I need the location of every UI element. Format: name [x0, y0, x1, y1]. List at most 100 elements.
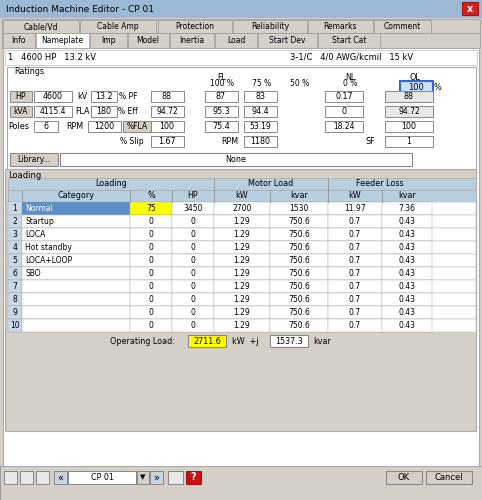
Bar — [374, 20, 431, 33]
Bar — [8, 228, 22, 241]
Bar — [172, 267, 214, 280]
Bar — [400, 81, 433, 93]
Text: 6: 6 — [13, 269, 17, 278]
Text: kVA: kVA — [14, 107, 28, 116]
Bar — [80, 20, 156, 33]
Bar — [8, 241, 476, 254]
Bar — [214, 267, 270, 280]
Bar — [214, 228, 270, 241]
Text: »: » — [153, 472, 159, 482]
Bar — [386, 471, 422, 484]
Bar — [328, 254, 382, 267]
Text: 2711.6: 2711.6 — [193, 336, 221, 345]
Bar — [172, 280, 214, 293]
Text: 0: 0 — [190, 269, 195, 278]
Bar — [318, 33, 380, 48]
Bar — [270, 241, 328, 254]
Bar — [22, 319, 130, 332]
Text: kW  +j: kW +j — [232, 336, 258, 345]
Bar — [68, 471, 136, 484]
Text: 1: 1 — [406, 137, 412, 146]
Bar — [7, 67, 476, 189]
Text: 1.29: 1.29 — [234, 256, 250, 265]
Text: 0: 0 — [148, 217, 153, 226]
Text: 87: 87 — [216, 92, 226, 101]
Text: kvar: kvar — [398, 192, 416, 200]
Bar — [22, 215, 130, 228]
Bar — [22, 228, 130, 241]
Text: 11.97: 11.97 — [344, 204, 366, 213]
Bar — [270, 280, 328, 293]
Text: 0.7: 0.7 — [349, 282, 361, 291]
Bar — [123, 121, 151, 132]
Bar — [385, 136, 433, 147]
Bar — [8, 319, 22, 332]
Text: 0: 0 — [148, 295, 153, 304]
Text: 750.6: 750.6 — [288, 217, 310, 226]
Text: %: % — [147, 192, 155, 200]
Text: 75: 75 — [146, 204, 156, 213]
Bar — [54, 471, 67, 484]
Text: 0: 0 — [148, 321, 153, 330]
Text: Inertia: Inertia — [179, 36, 204, 45]
Text: Motor Load: Motor Load — [248, 180, 294, 188]
Bar — [328, 280, 382, 293]
Text: Start Dev: Start Dev — [269, 36, 305, 45]
Bar — [22, 306, 130, 319]
Text: «: « — [57, 472, 63, 482]
Text: 0.7: 0.7 — [349, 295, 361, 304]
Bar — [5, 50, 477, 65]
Text: x: x — [467, 4, 473, 14]
Bar — [8, 267, 476, 280]
Bar — [8, 202, 22, 215]
Text: 750.6: 750.6 — [288, 256, 310, 265]
Bar — [244, 121, 277, 132]
Bar — [4, 471, 17, 484]
Bar — [91, 106, 117, 117]
Bar — [10, 106, 32, 117]
Bar — [244, 106, 277, 117]
Bar — [172, 293, 214, 306]
Bar — [91, 91, 117, 102]
Bar — [36, 471, 49, 484]
Bar — [328, 267, 382, 280]
Text: 0.43: 0.43 — [399, 243, 415, 252]
Text: 750.6: 750.6 — [288, 295, 310, 304]
Text: 1.29: 1.29 — [234, 230, 250, 239]
Text: None: None — [226, 155, 246, 164]
Text: 4: 4 — [13, 243, 17, 252]
Bar — [328, 293, 382, 306]
Text: 1200: 1200 — [94, 122, 114, 131]
Text: 3450: 3450 — [183, 204, 203, 213]
Bar — [130, 306, 172, 319]
Text: 6: 6 — [43, 122, 49, 131]
Bar — [168, 471, 183, 484]
Bar — [214, 202, 270, 215]
Text: Comment: Comment — [383, 22, 421, 31]
Bar — [214, 306, 270, 319]
Bar — [270, 215, 328, 228]
Bar — [8, 306, 476, 319]
Bar — [3, 33, 35, 48]
Bar — [328, 319, 382, 332]
Text: kvar: kvar — [313, 336, 331, 345]
Bar — [172, 306, 214, 319]
Text: 1.29: 1.29 — [234, 269, 250, 278]
Text: 100 %: 100 % — [210, 80, 234, 88]
Bar — [8, 254, 22, 267]
Text: %FLA: %FLA — [126, 122, 147, 131]
Text: 1.29: 1.29 — [234, 295, 250, 304]
Bar — [8, 215, 476, 228]
Text: Model: Model — [136, 36, 160, 45]
Text: 0: 0 — [190, 295, 195, 304]
Bar — [8, 190, 476, 202]
Bar — [382, 267, 432, 280]
Bar — [150, 471, 163, 484]
Text: 83: 83 — [255, 92, 265, 101]
Bar — [8, 228, 476, 241]
Text: % Eff: % Eff — [118, 107, 138, 116]
Bar — [8, 267, 22, 280]
Text: 750.6: 750.6 — [288, 282, 310, 291]
Bar — [382, 280, 432, 293]
Bar — [130, 241, 172, 254]
